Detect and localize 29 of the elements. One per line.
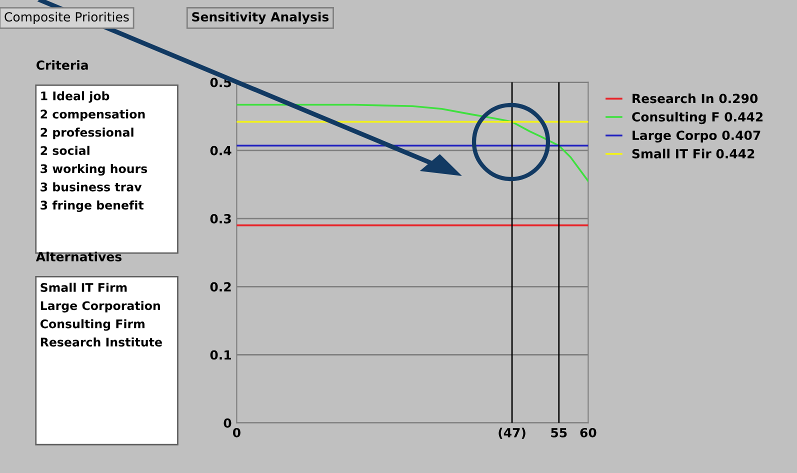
y-tick-label: 0.1 [210,350,231,360]
legend-label: Research In 0.290 [632,94,758,104]
y-tick-label: 0 [224,418,232,428]
x-tick-label: 0 [232,428,240,438]
text: Alternatives [36,252,122,262]
x-tick-label: 60 [580,428,596,438]
text: 2 compensation [40,109,145,121]
text: 3 fringe benefit [40,200,144,212]
text: Sensitivity Analysis [192,12,329,24]
text: 1 Ideal job [41,91,110,103]
legend-label: Large Corpo 0.407 [632,130,760,143]
y-tick-label: 0.3 [210,214,231,224]
y-tick-label: 0.4 [210,146,232,156]
x-tick-label: 55 [551,428,567,438]
y-tick-label: 0.2 [210,282,231,292]
text: Composite Priorities [4,12,129,24]
legend-label: Small IT Fir 0.442 [632,148,754,158]
text: 3 business trav [40,182,142,192]
text: Small IT Firm [40,282,127,292]
text: Criteria [36,60,88,70]
text: 2 professional [40,128,134,140]
legend-label: Consulting F 0.442 [632,112,763,124]
text: Large Corporation [40,300,160,312]
text: Consulting Firm [40,319,144,331]
text: 2 social [40,146,90,156]
line-series [236,104,588,182]
text: 3 working hours [40,164,148,176]
x-tick-label: (47) [498,428,526,439]
text: Research Institute [40,337,162,347]
